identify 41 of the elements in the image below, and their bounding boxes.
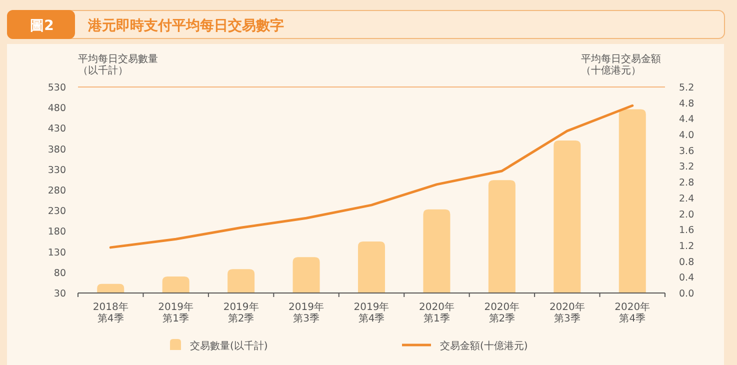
legend-label: 交易數量(以千計) <box>190 340 268 352</box>
y-tick-label: 130 <box>48 247 66 258</box>
y-tick-label: 530 <box>48 82 66 94</box>
legend-label: 交易金額(十億港元) <box>440 340 528 352</box>
y2-tick-label: 0.8 <box>679 256 694 268</box>
y2-axis-title: 平均每日交易金額（十億港元） <box>581 53 661 76</box>
y2-tick-label: 0.0 <box>679 288 694 300</box>
x-tick-label: 2020年第4季 <box>614 301 650 324</box>
y2-tick-label: 1.2 <box>679 240 694 252</box>
caption: 圖2 <box>30 18 54 34</box>
y2-tick-label: 4.8 <box>679 98 694 110</box>
x-tick-label: 2020年第2季 <box>484 301 520 324</box>
y2-tick-label: 3.6 <box>679 146 694 157</box>
y-tick-label: 230 <box>48 206 66 218</box>
x-tick-label: 2018年第4季 <box>92 301 128 324</box>
y2-tick-label: 1.6 <box>679 225 694 236</box>
y2-tick-label: 3.2 <box>679 162 694 173</box>
y-tick-label: 180 <box>48 226 66 238</box>
x-tick-label: 2019年第2季 <box>223 301 259 324</box>
x-tick-label: 2020年第1季 <box>418 301 454 324</box>
y-tick-label: 330 <box>48 164 66 176</box>
y2-tick-label: 0.4 <box>679 272 694 284</box>
y2-tick-label: 2.4 <box>679 193 694 204</box>
y-axis-title: 平均每日交易數量（以千計） <box>78 53 158 76</box>
y2-tick-label: 5.2 <box>679 82 694 94</box>
x-tick-label: 2019年第4季 <box>354 301 390 324</box>
y2-tick-label: 4.4 <box>679 114 694 126</box>
x-tick-label: 2019年第1季 <box>158 301 194 324</box>
y2-tick-label: 4.0 <box>679 130 694 142</box>
x-tick-label: 2020年第3季 <box>549 301 585 324</box>
x-tick-label: 2019年第3季 <box>288 301 324 324</box>
line-series <box>109 104 634 249</box>
chart-title: 港元即時支付平均每日交易數字 <box>87 17 284 34</box>
y-tick-label: 480 <box>48 103 66 114</box>
y-tick-label: 30 <box>54 288 66 300</box>
y2-tick-label: 2.8 <box>679 178 694 189</box>
y2-tick-label: 2.0 <box>679 209 694 220</box>
y-tick-label: 380 <box>48 144 66 156</box>
y-tick-label: 280 <box>48 186 66 196</box>
y-tick-label: 430 <box>48 124 66 135</box>
y-tick-label: 80 <box>54 268 66 279</box>
